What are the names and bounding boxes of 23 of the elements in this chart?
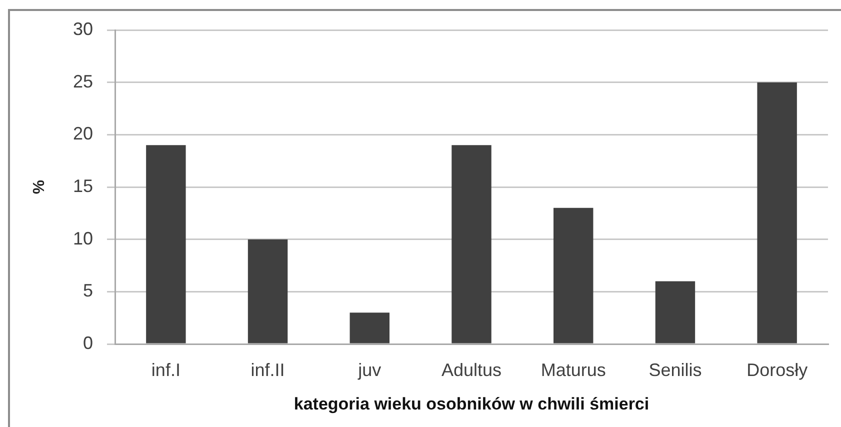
bar [757,82,797,344]
x-tick-label: inf.II [250,360,285,380]
y-tick-label: 15 [72,176,93,196]
bar [248,239,288,344]
x-tick-label: inf.I [151,360,180,380]
bar [655,281,696,344]
y-tick-label: 10 [72,228,93,248]
bar [146,145,186,344]
bar [452,145,492,344]
y-tick-label: 0 [82,332,93,353]
y-tick-label: 30 [72,18,93,39]
x-tick-label: juv [357,360,382,380]
x-tick-label: Adultus [441,360,502,380]
y-tick-label: 5 [82,280,93,301]
y-tick-label: 25 [72,71,93,92]
x-axis-title: kategoria wieku osobników w chwili śmierci [294,394,650,414]
y-tick-label: 20 [72,124,93,144]
bar [350,312,390,344]
bar [553,208,594,344]
x-tick-label: Senilis [648,360,702,380]
x-tick-label: Dorosły [746,360,808,380]
x-tick-label: Maturus [540,360,606,380]
y-axis-title: % [31,180,48,194]
